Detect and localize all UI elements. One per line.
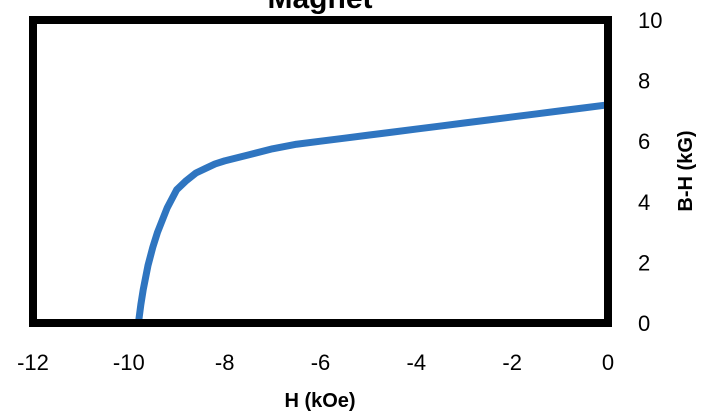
- x-tick-label: -4: [407, 350, 427, 375]
- y-tick-label: 0: [638, 311, 650, 336]
- y-tick-label: 10: [638, 8, 662, 33]
- y-axis-title: B-H (kG): [675, 130, 697, 211]
- x-tick-label: -10: [113, 350, 145, 375]
- x-axis-title: H (kOe): [284, 390, 355, 412]
- y-tick-label: 4: [638, 190, 650, 215]
- x-tick-label: -6: [311, 350, 331, 375]
- chart-title: Magnet: [268, 0, 373, 15]
- y-tick-label: 8: [638, 69, 650, 94]
- x-tick-label: -2: [502, 350, 522, 375]
- x-tick-label: 0: [602, 350, 614, 375]
- x-tick-label: -12: [17, 350, 49, 375]
- tick-layer: -12 -10 -8 -6 -4 -2 00 2 4 6 8 10: [17, 8, 662, 375]
- plot-layer: [134, 101, 612, 327]
- series-line: [134, 101, 612, 327]
- y-tick-label: 2: [638, 250, 650, 275]
- plot-frame: [29, 16, 612, 327]
- x-tick-label: -8: [215, 350, 235, 375]
- y-tick-label: 6: [638, 129, 650, 154]
